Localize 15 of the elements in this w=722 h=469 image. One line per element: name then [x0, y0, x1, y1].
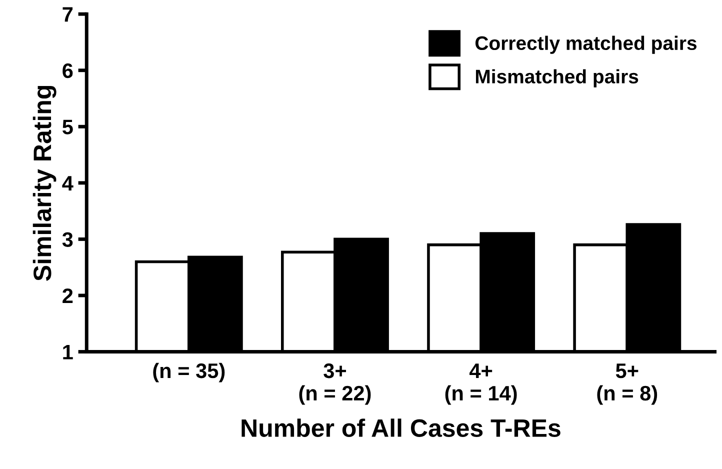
- x-tick-label: 3+ (n = 22): [299, 363, 371, 405]
- legend-label: Correctly matched pairs: [475, 36, 696, 54]
- y-tick-label: 2: [62, 288, 73, 304]
- x-axis-title: Number of All Cases T-REs: [242, 418, 560, 437]
- x-tick-label: 4+ (n = 14): [445, 364, 517, 405]
- y-tick-label: 7: [62, 7, 73, 22]
- y-tick-label: 1: [63, 344, 73, 360]
- x-tick-label: (n = 35): [153, 362, 225, 382]
- y-tick-label: 3: [62, 232, 73, 247]
- legend-label: Mismatched pairs: [476, 69, 638, 88]
- y-tick-label: 5: [62, 120, 73, 134]
- y-tick-label: 4: [62, 176, 74, 190]
- y-tick-label: 6: [62, 63, 73, 78]
- x-tick-label: 5+ (n = 8): [597, 364, 658, 405]
- y-axis-title: Similarity Rating: [32, 86, 56, 281]
